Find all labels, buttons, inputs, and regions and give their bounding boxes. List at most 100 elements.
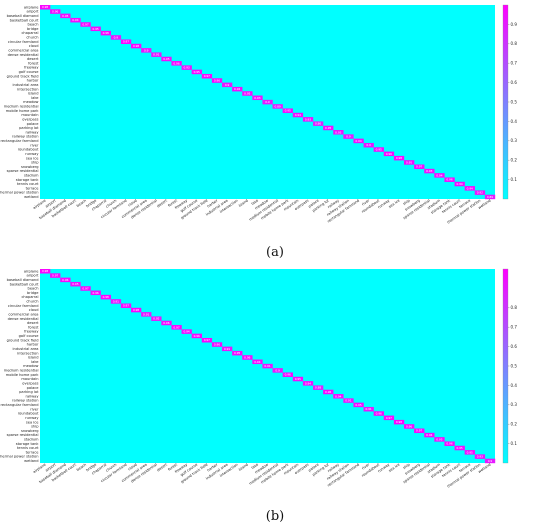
heatmap-cell-diagonal: [131, 43, 142, 49]
column-tick-label: stadium: [427, 462, 442, 474]
heatmap-cell-diagonal: [211, 78, 223, 83]
heatmap-cell-diagonal: [242, 355, 253, 360]
column-tick-label: beach: [76, 199, 87, 209]
heatmap-cell-diagonal: [100, 30, 111, 36]
row-tick-label: palace: [27, 122, 40, 126]
colorbar-tick-label: 0.3: [511, 402, 518, 407]
row-tick-label: snowberg: [21, 165, 38, 169]
row-tick-label: meadow: [23, 364, 38, 368]
row-tick-label: cloud: [29, 308, 39, 312]
heatmap-cell-value: 0.98: [42, 5, 48, 9]
heatmap-cell-value: 0.94: [355, 139, 361, 143]
column-tick-label: desert: [156, 198, 168, 208]
heatmap-cell-diagonal: [181, 329, 192, 334]
colorbar: [502, 4, 509, 200]
heatmap-cell-value: 0.93: [305, 117, 311, 121]
heatmap-cell-diagonal: [252, 359, 263, 365]
heatmap-cell-diagonal: [343, 134, 354, 139]
heatmap-cell-diagonal: [201, 337, 213, 343]
column-tick-label: runway: [377, 462, 391, 473]
column-tick-label: desert: [156, 462, 168, 472]
heatmap-cell-diagonal: [100, 294, 111, 300]
heatmap-cell-diagonal: [444, 441, 455, 446]
heatmap-cell-value: 0.91: [345, 399, 351, 403]
heatmap-cell-diagonal: [363, 142, 374, 148]
heatmap-cell-value: 0.96: [285, 373, 291, 377]
row-tick-label: baseball diamond: [7, 278, 39, 282]
row-tick-label: island: [28, 356, 39, 360]
heatmap-cell-diagonal: [161, 320, 172, 326]
row-tick-label: wetland: [24, 195, 38, 199]
heatmap-cell-diagonal: [414, 164, 425, 170]
heatmap-cell-diagonal: [353, 138, 364, 144]
row-tick-label: tennis court: [17, 182, 39, 186]
row-tick-label: forest: [28, 61, 39, 65]
column-tick-label: wetland: [478, 199, 492, 210]
row-tick-label: ground track field: [7, 74, 39, 78]
heatmap-cell-value: 0.97: [52, 274, 58, 278]
heatmap-cell-value: 0.96: [163, 321, 169, 325]
heatmap-cell-value: 0.94: [183, 330, 189, 334]
figure-caption: (b): [266, 509, 284, 524]
confusion-matrix-panel-b: 0.98 0.97 0.96 0.95 0.97 0.96 0.98 0.91 0.97 0.98…: [0, 264, 550, 528]
heatmap-cell-value: 0.94: [335, 394, 341, 398]
confusion-matrix-b: 0.98 0.97 0.96 0.95 0.97 0.96 0.98 0.91 0.97 0.98…: [0, 268, 518, 524]
heatmap-cell-diagonal: [464, 450, 475, 455]
row-tick-label: island: [28, 92, 39, 96]
heatmap-cell-value: 0.95: [467, 450, 473, 454]
colorbar-tick-label: 0.7: [511, 325, 518, 330]
column-tick-label: river: [361, 198, 371, 206]
row-tick-label: medium residential: [4, 369, 39, 373]
heatmap-cell-diagonal: [80, 22, 91, 27]
heatmap-cell-value: 0.88: [315, 386, 321, 390]
column-tick-label: palace: [308, 462, 321, 473]
row-tick-label: sparse residential: [7, 169, 39, 173]
colorbar-tick-label: 0.8: [511, 305, 518, 310]
heatmap-cell-value: 0.96: [406, 424, 412, 428]
column-tick-label: bridge: [85, 198, 97, 208]
row-tick-label: terrace: [26, 450, 40, 454]
column-tick-label: river: [361, 462, 371, 470]
heatmap-cell-diagonal: [40, 5, 51, 10]
heatmap-cell-value: 0.94: [467, 186, 473, 190]
heatmap-cell-diagonal: [484, 458, 496, 464]
heatmap-cell-value: 0.9: [366, 143, 371, 147]
heatmap-cell-diagonal: [110, 35, 122, 40]
row-tick-label: railway: [26, 130, 40, 134]
row-tick-label: thermal power station: [0, 191, 39, 195]
heatmap-cell-value: 0.92: [477, 191, 483, 195]
heatmap-cell-diagonal: [181, 65, 192, 70]
column-tick-label: railway: [327, 462, 341, 473]
row-tick-label: ship: [31, 161, 39, 165]
heatmap-cell-value: 0.97: [204, 338, 210, 342]
heatmap-cell-value: 0.97: [416, 165, 422, 169]
heatmap-cell-value: 0.94: [72, 18, 78, 22]
row-tick-label: chaparral: [21, 295, 38, 299]
heatmap-cell-value: 0.95: [325, 126, 331, 130]
row-tick-label: palace: [27, 386, 40, 390]
heatmap-cell-diagonal: [161, 56, 172, 62]
colorbar-tick-label: 0.3: [511, 138, 518, 143]
row-tick-label: golf course: [19, 334, 40, 338]
heatmap-cell-diagonal: [60, 13, 71, 19]
column-tick-label: harbor: [206, 462, 218, 472]
column-tick-label: bridge: [85, 462, 97, 472]
row-tick-label: harbor: [27, 79, 39, 83]
row-tick-label: lake: [31, 96, 39, 100]
heatmap-cell-value: 0.93: [426, 169, 432, 173]
colorbar-tick-label: 0.7: [511, 61, 518, 66]
row-tick-label: overpass: [22, 381, 38, 385]
row-tick-label: intersection: [17, 87, 38, 91]
row-tick-label: railway station: [12, 135, 38, 139]
heatmap-cell-diagonal: [151, 52, 162, 57]
heatmap-cell-value: 0.93: [477, 455, 483, 459]
row-tick-label: circular farmland: [8, 40, 39, 44]
heatmap-cell-value: 0.96: [376, 412, 382, 416]
row-tick-label: beach: [28, 23, 39, 27]
heatmap-cell-value: 0.97: [82, 286, 88, 290]
row-tick-label: beach: [28, 287, 39, 291]
heatmap-cell-diagonal: [292, 112, 304, 118]
row-tick-label: bridge: [27, 291, 39, 295]
heatmap-cell-diagonal: [151, 316, 162, 321]
heatmap-cell-value: 0.91: [264, 364, 270, 368]
